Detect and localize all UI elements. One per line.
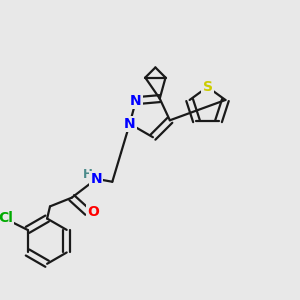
Text: N: N <box>130 94 142 108</box>
Text: N: N <box>124 117 136 131</box>
Text: S: S <box>202 80 212 94</box>
Text: N: N <box>91 172 102 186</box>
Text: O: O <box>87 205 99 219</box>
Text: H: H <box>83 168 93 181</box>
Text: Cl: Cl <box>0 211 13 225</box>
